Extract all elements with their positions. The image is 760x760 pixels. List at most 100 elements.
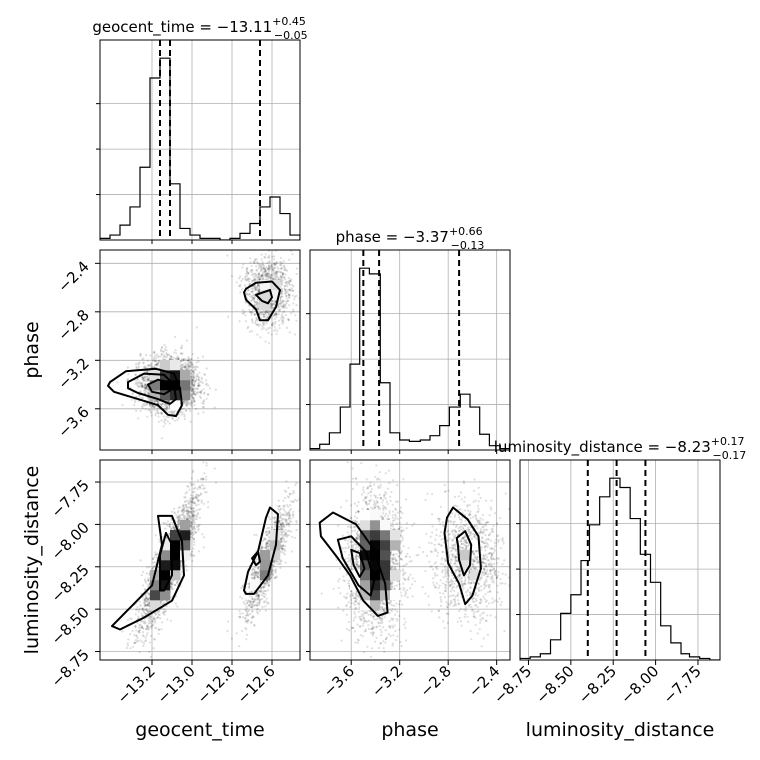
sample-point <box>191 362 194 365</box>
sample-point <box>267 266 270 270</box>
sample-point <box>152 405 155 408</box>
sample-point <box>184 409 188 413</box>
density-cell <box>150 390 161 401</box>
sample-point <box>144 640 147 643</box>
sample-point <box>190 507 193 510</box>
sample-point <box>153 618 156 621</box>
sample-point <box>238 277 241 280</box>
sample-point <box>260 311 264 314</box>
sample-point <box>175 357 178 360</box>
sample-point <box>157 632 160 636</box>
sample-point <box>280 267 283 271</box>
sample-point <box>187 366 190 369</box>
sample-point <box>146 379 149 382</box>
sample-point <box>281 271 284 275</box>
sample-point <box>149 404 152 407</box>
sample-point <box>140 612 143 615</box>
sample-point <box>249 257 252 260</box>
density-cell <box>260 280 271 291</box>
sample-point <box>144 387 147 390</box>
sample-point <box>247 278 250 281</box>
sample-point <box>139 382 142 386</box>
sample-point <box>141 378 144 381</box>
sample-point <box>156 355 159 358</box>
sample-point <box>237 285 241 288</box>
sample-point <box>147 364 150 367</box>
sample-point <box>185 491 188 494</box>
sample-point <box>177 515 181 518</box>
sample-point <box>203 391 206 394</box>
sample-point <box>129 633 132 636</box>
sample-point <box>170 581 173 584</box>
sample-point <box>262 327 265 330</box>
sample-point <box>164 422 167 425</box>
sample-point <box>202 392 205 395</box>
sample-point <box>267 311 270 314</box>
sample-point <box>154 363 157 366</box>
sample-point <box>152 351 155 354</box>
sample-point <box>260 253 263 256</box>
sample-point <box>257 324 260 328</box>
sample-point <box>153 637 156 641</box>
sample-point <box>273 263 276 266</box>
sample-point <box>193 390 196 393</box>
sample-point <box>256 283 259 286</box>
sample-point <box>260 328 263 331</box>
sample-point <box>281 273 284 276</box>
sample-point <box>192 388 195 391</box>
sample-point <box>279 263 282 267</box>
sample-point <box>176 520 179 523</box>
sample-point <box>257 273 260 276</box>
sample-point <box>260 265 263 268</box>
sample-point <box>249 261 252 264</box>
sample-point <box>132 391 135 394</box>
sample-point <box>191 513 194 516</box>
sample-point <box>147 604 150 608</box>
sample-point <box>277 267 280 270</box>
sample-point <box>261 277 264 280</box>
sample-point <box>143 383 147 387</box>
sample-point <box>190 395 194 398</box>
sample-point <box>284 268 288 271</box>
sample-point <box>247 289 250 292</box>
sample-point <box>155 399 158 403</box>
sample-point <box>197 360 200 363</box>
sample-point <box>287 289 290 292</box>
sample-point <box>253 300 256 303</box>
sample-point <box>284 278 287 281</box>
sample-point <box>262 267 265 270</box>
sample-point <box>250 313 253 316</box>
sample-point <box>144 388 147 391</box>
sample-point <box>176 515 179 518</box>
sample-point <box>283 266 287 270</box>
sample-point <box>260 274 263 277</box>
sample-point <box>182 358 185 361</box>
sample-point <box>266 311 269 314</box>
sample-point <box>145 600 149 603</box>
sample-point <box>188 365 191 368</box>
sample-point <box>270 306 273 309</box>
sample-point <box>168 523 171 526</box>
sample-point <box>171 525 174 528</box>
sample-point <box>280 283 283 287</box>
panel-frame <box>519 459 721 661</box>
sample-point <box>146 378 149 381</box>
sample-point <box>141 382 144 385</box>
sample-point <box>145 634 148 637</box>
sample-point <box>193 384 196 387</box>
panel-luminosity_distance-vs-geocent_time <box>99 459 301 661</box>
sample-point <box>147 379 150 382</box>
sample-point <box>290 287 293 290</box>
sample-point <box>293 297 296 301</box>
sample-point <box>245 272 248 275</box>
sample-point <box>264 274 268 277</box>
sample-point <box>176 516 179 519</box>
sample-point <box>148 573 151 576</box>
sample-point <box>279 302 282 305</box>
sample-point <box>158 628 161 631</box>
sample-point <box>198 371 201 374</box>
sample-point <box>284 281 287 284</box>
sample-point <box>142 584 145 587</box>
sample-point <box>287 280 290 283</box>
sample-point <box>192 370 195 373</box>
